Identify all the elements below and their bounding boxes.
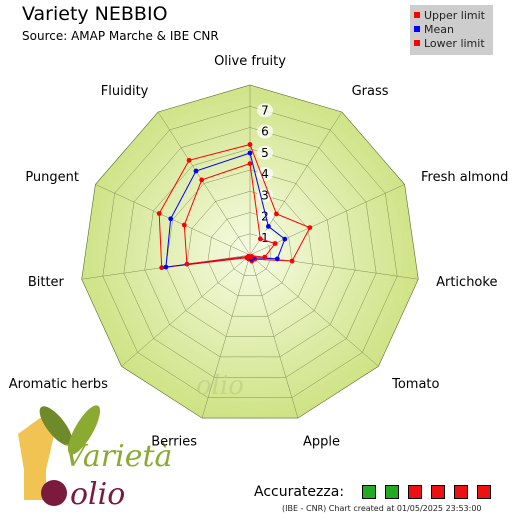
axis-label-3: Artichoke	[436, 275, 497, 290]
tick-bg-2	[257, 209, 273, 224]
chart-subtitle: Source: AMAP Marche & IBE CNR	[22, 29, 219, 43]
point-s0-3	[289, 258, 295, 264]
point-s0-1	[274, 211, 279, 217]
point-s2-9	[181, 222, 187, 228]
legend-item-mean: Mean	[414, 23, 454, 36]
spoke-6	[201, 254, 251, 419]
axis-label-2: Fresh almond	[421, 170, 508, 185]
legend: Upper limit Mean Lower limit	[410, 5, 493, 55]
tick-label-7: 7	[261, 103, 269, 117]
tick-label-6: 6	[261, 125, 269, 139]
accuracy-box-2	[408, 485, 422, 499]
watermark-text: olio	[196, 371, 244, 401]
point-s0-0	[247, 142, 253, 147]
tick-label-1: 1	[261, 231, 269, 245]
tick-label-4: 4	[261, 167, 269, 181]
logo-text: Varietà	[64, 439, 172, 474]
tick-bg-4	[257, 167, 273, 181]
legend-swatch-lower	[414, 40, 420, 46]
axis-label-10: Fluidity	[101, 84, 149, 99]
chart-title: Variety NEBBIO	[22, 3, 168, 25]
grid-ring-2	[207, 212, 293, 297]
point-s0-9	[156, 211, 162, 216]
tick-label-2: 2	[261, 210, 269, 224]
point-s1-0	[247, 150, 253, 156]
accuracy-box-5	[477, 485, 491, 499]
spoke-10	[157, 111, 251, 256]
grid-ring-6	[123, 127, 377, 378]
point-s1-2	[282, 236, 288, 242]
point-s2-0	[247, 161, 253, 167]
axis-label-9: Pungent	[25, 170, 79, 185]
point-s2-2	[272, 241, 278, 246]
point-s1-10	[193, 168, 199, 174]
legend-item-lower: Lower limit	[414, 37, 485, 50]
axis-label-6: Berries	[151, 434, 197, 449]
axis-label-5: Apple	[303, 434, 340, 449]
logo: Varietà olio	[18, 405, 172, 512]
grid-ring-3	[186, 191, 314, 317]
grid-ring-1	[228, 233, 272, 276]
legend-swatch-mean	[414, 26, 420, 32]
accuracy-label: Accuratezza:	[254, 484, 345, 500]
accuracy-box-1	[385, 485, 399, 499]
point-s1-8	[163, 264, 169, 270]
spoke-5	[249, 254, 299, 419]
point-s1-1	[266, 224, 271, 229]
grid-ring-7	[102, 106, 398, 398]
point-s0-10	[186, 157, 192, 163]
point-s2-1	[257, 236, 263, 242]
point-s2-10	[199, 177, 205, 183]
point-s1-9	[168, 216, 174, 222]
point-s2-7	[246, 254, 251, 259]
legend-swatch-upper	[414, 12, 420, 18]
accuracy-box-0	[362, 485, 376, 499]
grid-ring-5	[144, 148, 356, 358]
axis-label-7: Aromatic herbs	[9, 377, 108, 392]
footer-credit: (IBE - CNR) Chart created at 01/05/2025 …	[282, 504, 482, 513]
logo-olive	[41, 480, 67, 506]
point-s2-3	[262, 254, 268, 260]
tick-bg-7	[257, 103, 273, 118]
axis-label-0: Olive fruity	[214, 54, 286, 69]
logo-numeral	[18, 418, 58, 500]
logo-text-olio: olio	[70, 477, 125, 512]
spoke-4	[249, 254, 379, 367]
point-s0-8	[159, 265, 165, 271]
grid-ring-4	[165, 169, 335, 337]
logo-leaf-right	[67, 405, 101, 455]
tick-label-3: 3	[261, 188, 269, 202]
axis-label-1: Grass	[352, 84, 389, 99]
point-s2-8	[184, 261, 190, 267]
accuracy-box-4	[454, 485, 468, 499]
axis-label-4: Tomato	[391, 377, 439, 392]
tick-bg-5	[257, 145, 273, 160]
point-s0-2	[307, 225, 313, 231]
tick-bg-6	[257, 124, 273, 139]
legend-item-upper: Upper limit	[414, 9, 485, 22]
axis-label-8: Bitter	[28, 275, 65, 290]
tick-label-5: 5	[261, 146, 269, 160]
legend-label-lower: Lower limit	[424, 37, 485, 50]
legend-label-mean: Mean	[424, 23, 454, 36]
point-s1-3	[274, 256, 280, 262]
spoke-7	[121, 254, 251, 367]
accuracy-box-3	[431, 485, 445, 499]
logo-leaf-left	[39, 406, 73, 446]
legend-label-upper: Upper limit	[424, 9, 485, 22]
